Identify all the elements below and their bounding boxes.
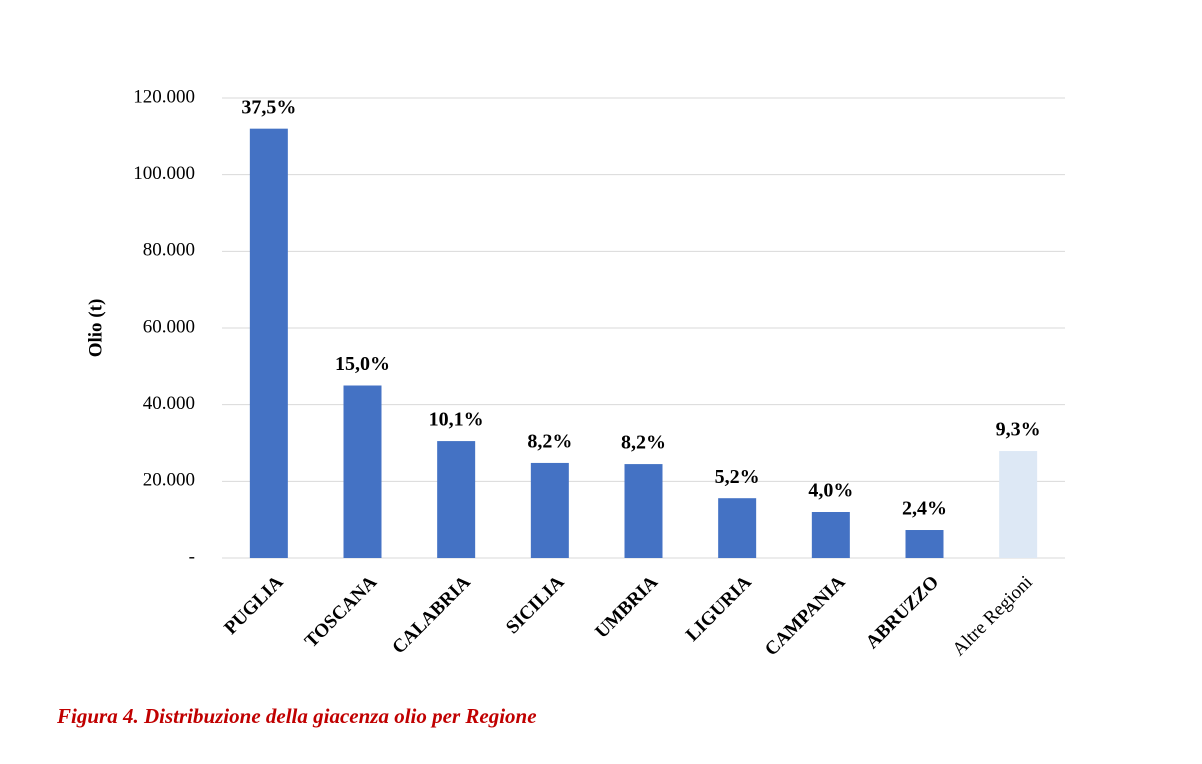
data-label: 2,4% bbox=[902, 498, 947, 520]
bar bbox=[999, 451, 1038, 558]
bar bbox=[437, 441, 476, 558]
data-label: 5,2% bbox=[715, 466, 760, 488]
y-tick-label: 60.000 bbox=[143, 316, 195, 337]
y-tick-label: 80.000 bbox=[143, 240, 195, 261]
data-label: 15,0% bbox=[335, 353, 390, 375]
x-tick-label: Altre Regioni bbox=[948, 572, 1036, 660]
y-tick-label: 40.000 bbox=[143, 393, 195, 414]
x-tick-label: PUGLIA bbox=[220, 572, 287, 639]
data-label: 8,2% bbox=[527, 431, 572, 453]
bar bbox=[530, 462, 569, 558]
caption: Figura 4. Distribuzione della giacenza o… bbox=[56, 704, 537, 728]
x-tick-label: ABRUZZO bbox=[862, 572, 943, 653]
x-tick-label: UMBRIA bbox=[591, 572, 662, 643]
y-tick-label: - bbox=[189, 546, 195, 567]
bar bbox=[249, 128, 288, 558]
bar bbox=[343, 385, 382, 558]
y-tick-label: 120.000 bbox=[133, 86, 195, 107]
bar bbox=[811, 512, 850, 558]
data-label: 8,2% bbox=[621, 432, 666, 454]
x-tick-label: TOSCANA bbox=[301, 572, 381, 652]
x-tick-label: LIGURIA bbox=[682, 572, 756, 646]
x-tick-label: SICILIA bbox=[502, 572, 569, 639]
x-tick-label: CALABRIA bbox=[388, 572, 475, 659]
data-label: 4,0% bbox=[808, 480, 853, 502]
data-label: 37,5% bbox=[241, 96, 296, 118]
bar bbox=[624, 464, 663, 558]
data-label: 9,3% bbox=[996, 419, 1041, 441]
data-label: 10,1% bbox=[429, 409, 484, 431]
y-axis-title: Olio (t) bbox=[85, 299, 106, 358]
y-tick-label: 20.000 bbox=[143, 470, 195, 491]
bar bbox=[905, 530, 944, 558]
y-tick-label: 100.000 bbox=[133, 163, 195, 184]
bar bbox=[718, 498, 757, 558]
x-tick-label: CAMPANIA bbox=[761, 572, 850, 661]
